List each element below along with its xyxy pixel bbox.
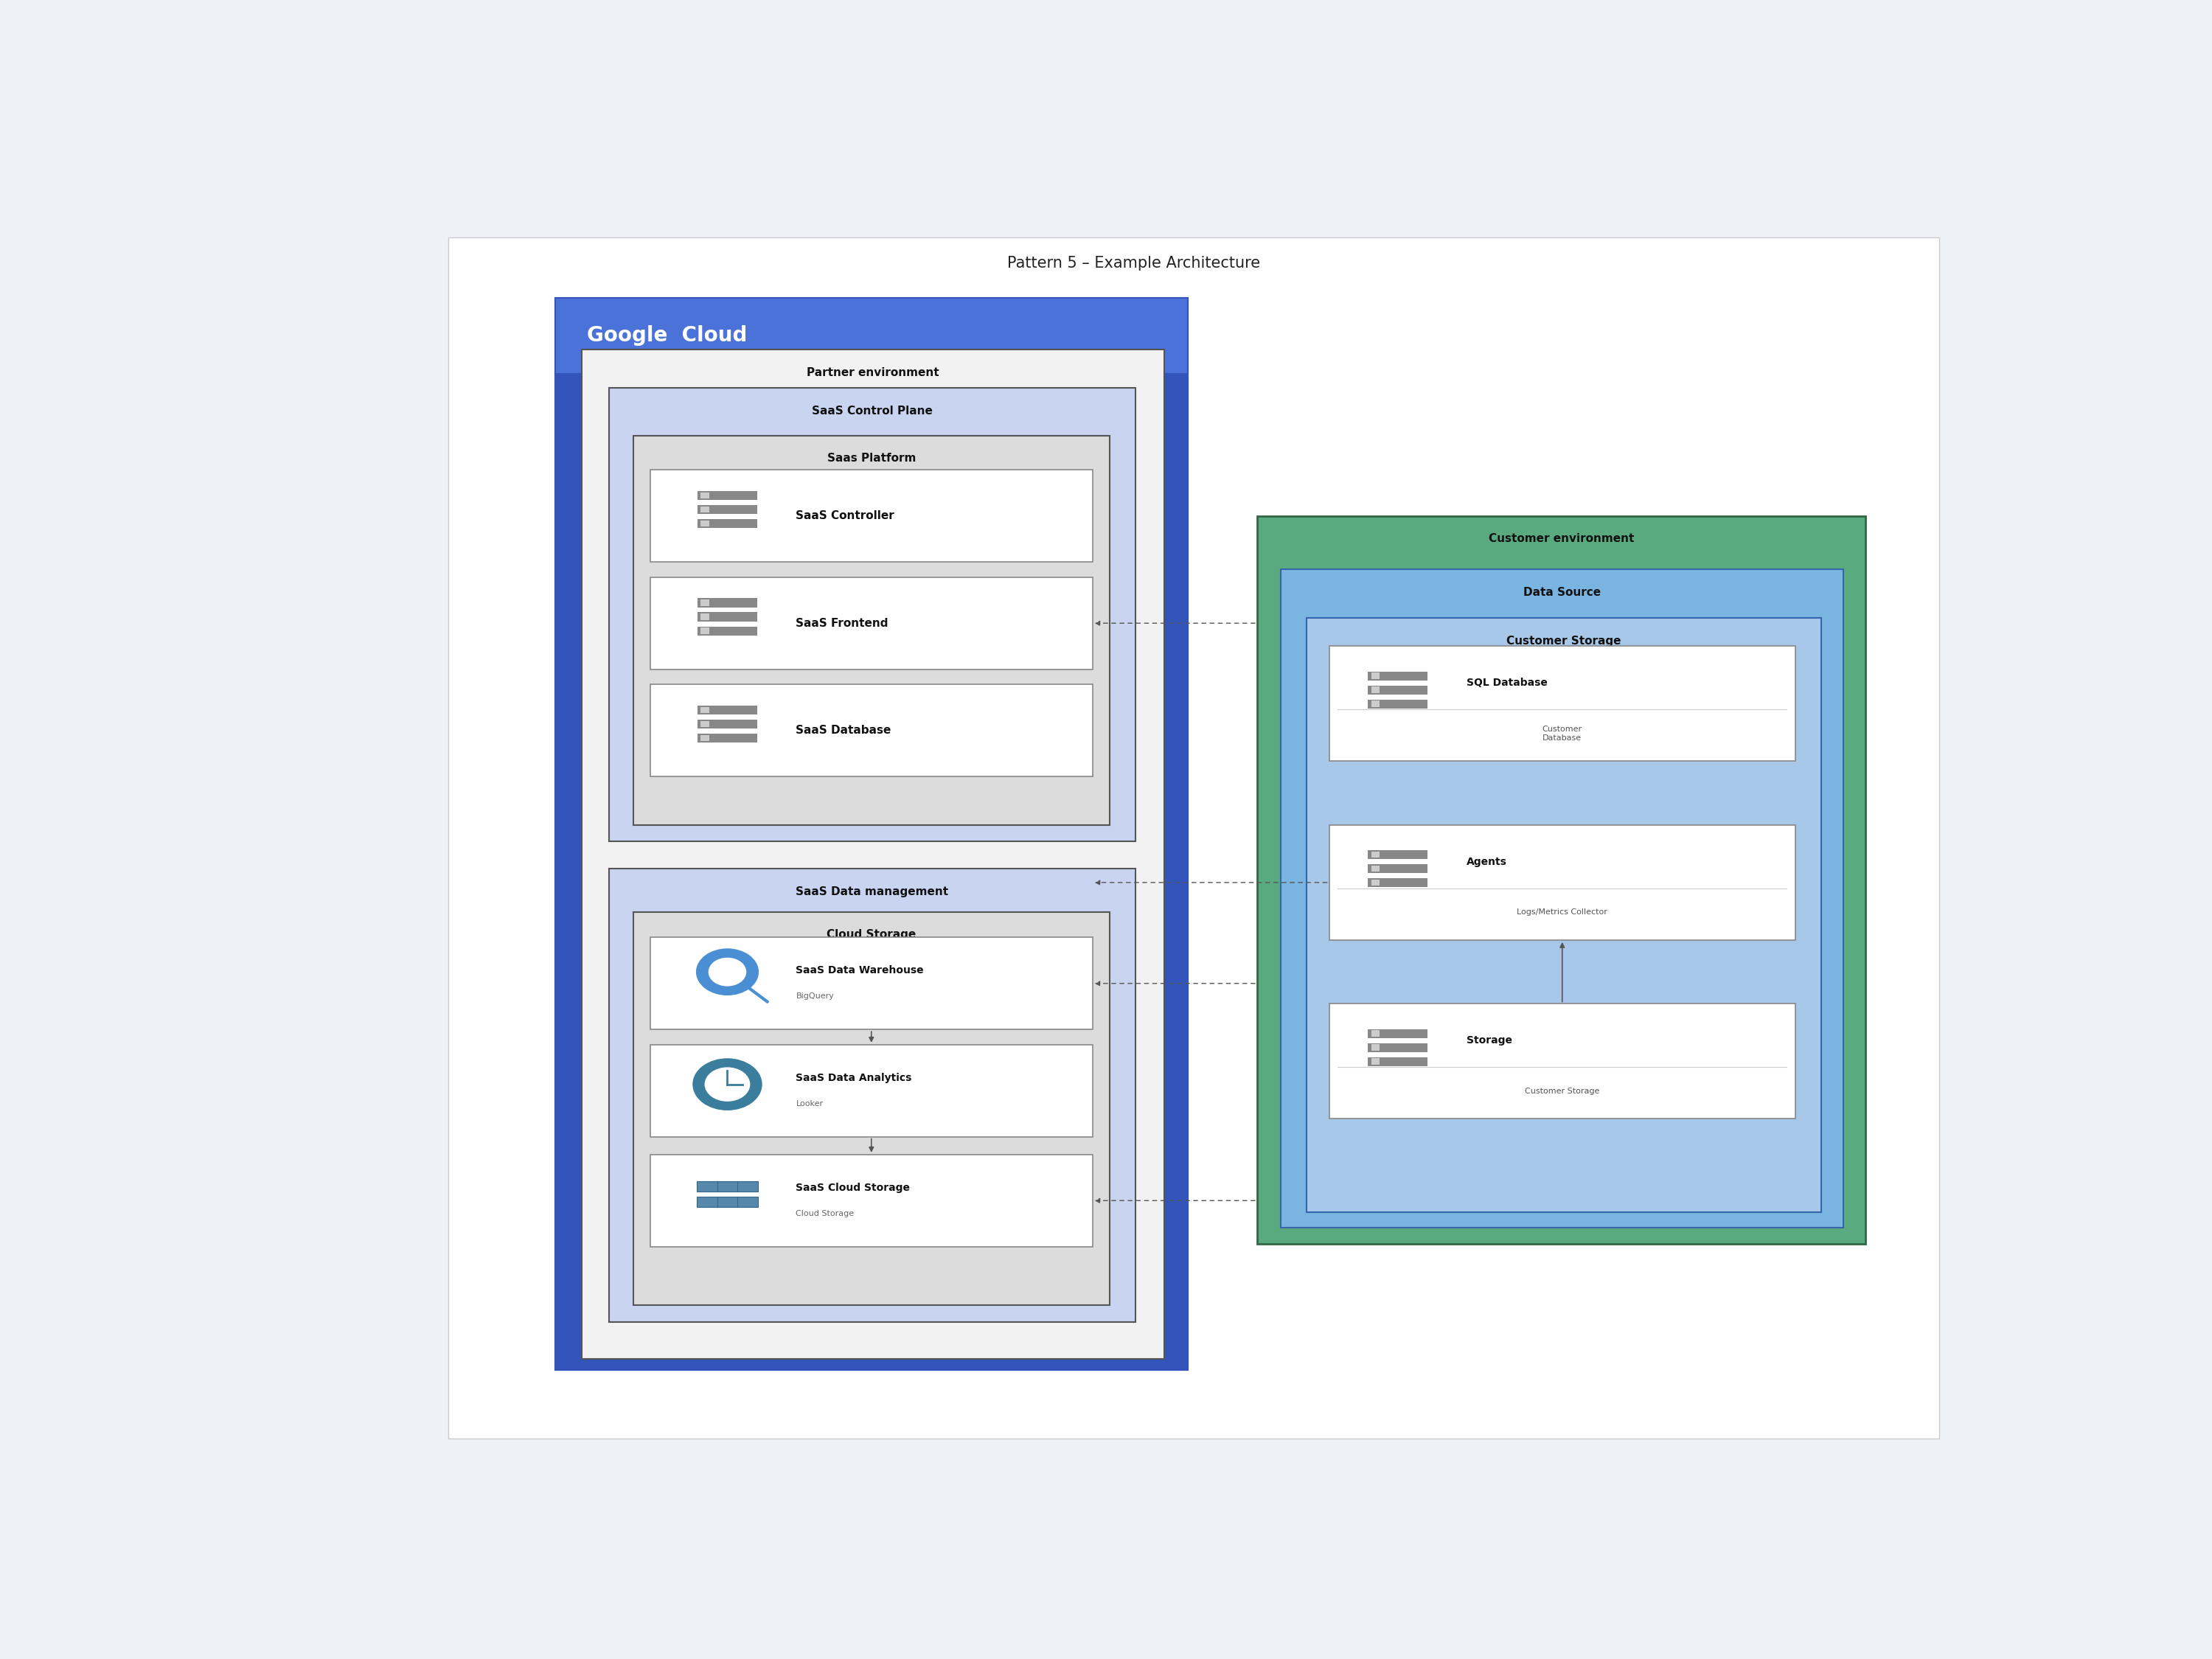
Text: SaaS Data Warehouse: SaaS Data Warehouse: [796, 966, 925, 975]
Bar: [697, 1196, 759, 1208]
Bar: [1371, 687, 1380, 693]
Bar: [1367, 1029, 1427, 1039]
Bar: [701, 627, 710, 634]
Bar: [608, 868, 1135, 1322]
Text: SaaS Data Analytics: SaaS Data Analytics: [796, 1073, 911, 1083]
Bar: [447, 237, 1940, 1438]
Text: Saas Platform: Saas Platform: [827, 453, 916, 465]
Bar: [697, 612, 757, 620]
Bar: [701, 707, 710, 713]
Bar: [650, 469, 1093, 562]
Bar: [1371, 1045, 1380, 1050]
Text: SaaS Database: SaaS Database: [796, 725, 891, 737]
Text: Customer Storage: Customer Storage: [1524, 1088, 1599, 1095]
Bar: [633, 435, 1110, 825]
Text: SaaS Control Plane: SaaS Control Plane: [812, 405, 933, 416]
Bar: [697, 491, 757, 499]
Bar: [1367, 1057, 1427, 1067]
Bar: [701, 614, 710, 620]
Circle shape: [692, 1058, 761, 1110]
Bar: [1367, 700, 1427, 708]
Text: SaaS Data management: SaaS Data management: [796, 886, 949, 898]
Text: Cloud Storage: Cloud Storage: [827, 929, 916, 941]
Bar: [608, 388, 1135, 841]
Bar: [1371, 866, 1380, 871]
Bar: [697, 627, 757, 635]
Bar: [1371, 700, 1380, 707]
Bar: [697, 733, 757, 743]
Circle shape: [697, 949, 759, 995]
Text: Google  Cloud: Google Cloud: [586, 325, 748, 347]
Bar: [1371, 851, 1380, 858]
Bar: [650, 1155, 1093, 1246]
Bar: [1371, 1058, 1380, 1065]
Bar: [650, 685, 1093, 776]
Bar: [1367, 1044, 1427, 1052]
Bar: [697, 504, 757, 514]
Text: Partner environment: Partner environment: [807, 367, 940, 378]
Bar: [701, 735, 710, 742]
Bar: [1329, 825, 1796, 941]
Bar: [555, 299, 1188, 1369]
Bar: [1367, 864, 1427, 873]
Text: Logs/Metrics Collector: Logs/Metrics Collector: [1517, 909, 1608, 916]
Text: Storage: Storage: [1467, 1035, 1513, 1045]
Bar: [697, 705, 757, 715]
Bar: [697, 599, 757, 607]
Circle shape: [708, 959, 745, 985]
Bar: [1281, 569, 1843, 1228]
Text: SaaS Controller: SaaS Controller: [796, 511, 894, 521]
Bar: [697, 720, 757, 728]
Bar: [701, 506, 710, 513]
Bar: [1371, 1030, 1380, 1037]
Text: BigQuery: BigQuery: [796, 992, 834, 1000]
Bar: [1367, 685, 1427, 695]
Bar: [697, 1181, 759, 1191]
Bar: [701, 521, 710, 526]
Bar: [1329, 645, 1796, 761]
Bar: [1367, 849, 1427, 859]
Bar: [633, 912, 1110, 1306]
Bar: [1371, 879, 1380, 886]
Text: Customer environment: Customer environment: [1489, 533, 1635, 544]
Text: Customer Storage: Customer Storage: [1506, 635, 1621, 647]
Text: Agents: Agents: [1467, 856, 1506, 868]
Text: SaaS Frontend: SaaS Frontend: [796, 617, 889, 629]
Text: SaaS Cloud Storage: SaaS Cloud Storage: [796, 1183, 909, 1193]
Bar: [701, 722, 710, 727]
Bar: [582, 350, 1164, 1359]
Text: Cloud Storage: Cloud Storage: [796, 1209, 854, 1218]
Text: Looker: Looker: [796, 1100, 823, 1107]
Text: SQL Database: SQL Database: [1467, 679, 1546, 688]
Text: Customer
Database: Customer Database: [1542, 725, 1582, 742]
Bar: [555, 299, 1188, 373]
Bar: [1329, 1004, 1796, 1118]
Bar: [1307, 619, 1820, 1213]
Text: Data Source: Data Source: [1524, 587, 1601, 597]
Bar: [1367, 672, 1427, 680]
Text: Pattern 5 – Example Architecture: Pattern 5 – Example Architecture: [1006, 255, 1261, 270]
Bar: [701, 599, 710, 606]
Bar: [701, 493, 710, 498]
Bar: [1256, 516, 1865, 1244]
Bar: [1371, 672, 1380, 679]
Circle shape: [706, 1068, 750, 1102]
Bar: [697, 519, 757, 528]
Bar: [650, 937, 1093, 1029]
Bar: [650, 577, 1093, 669]
Bar: [1367, 878, 1427, 888]
Bar: [650, 1045, 1093, 1136]
